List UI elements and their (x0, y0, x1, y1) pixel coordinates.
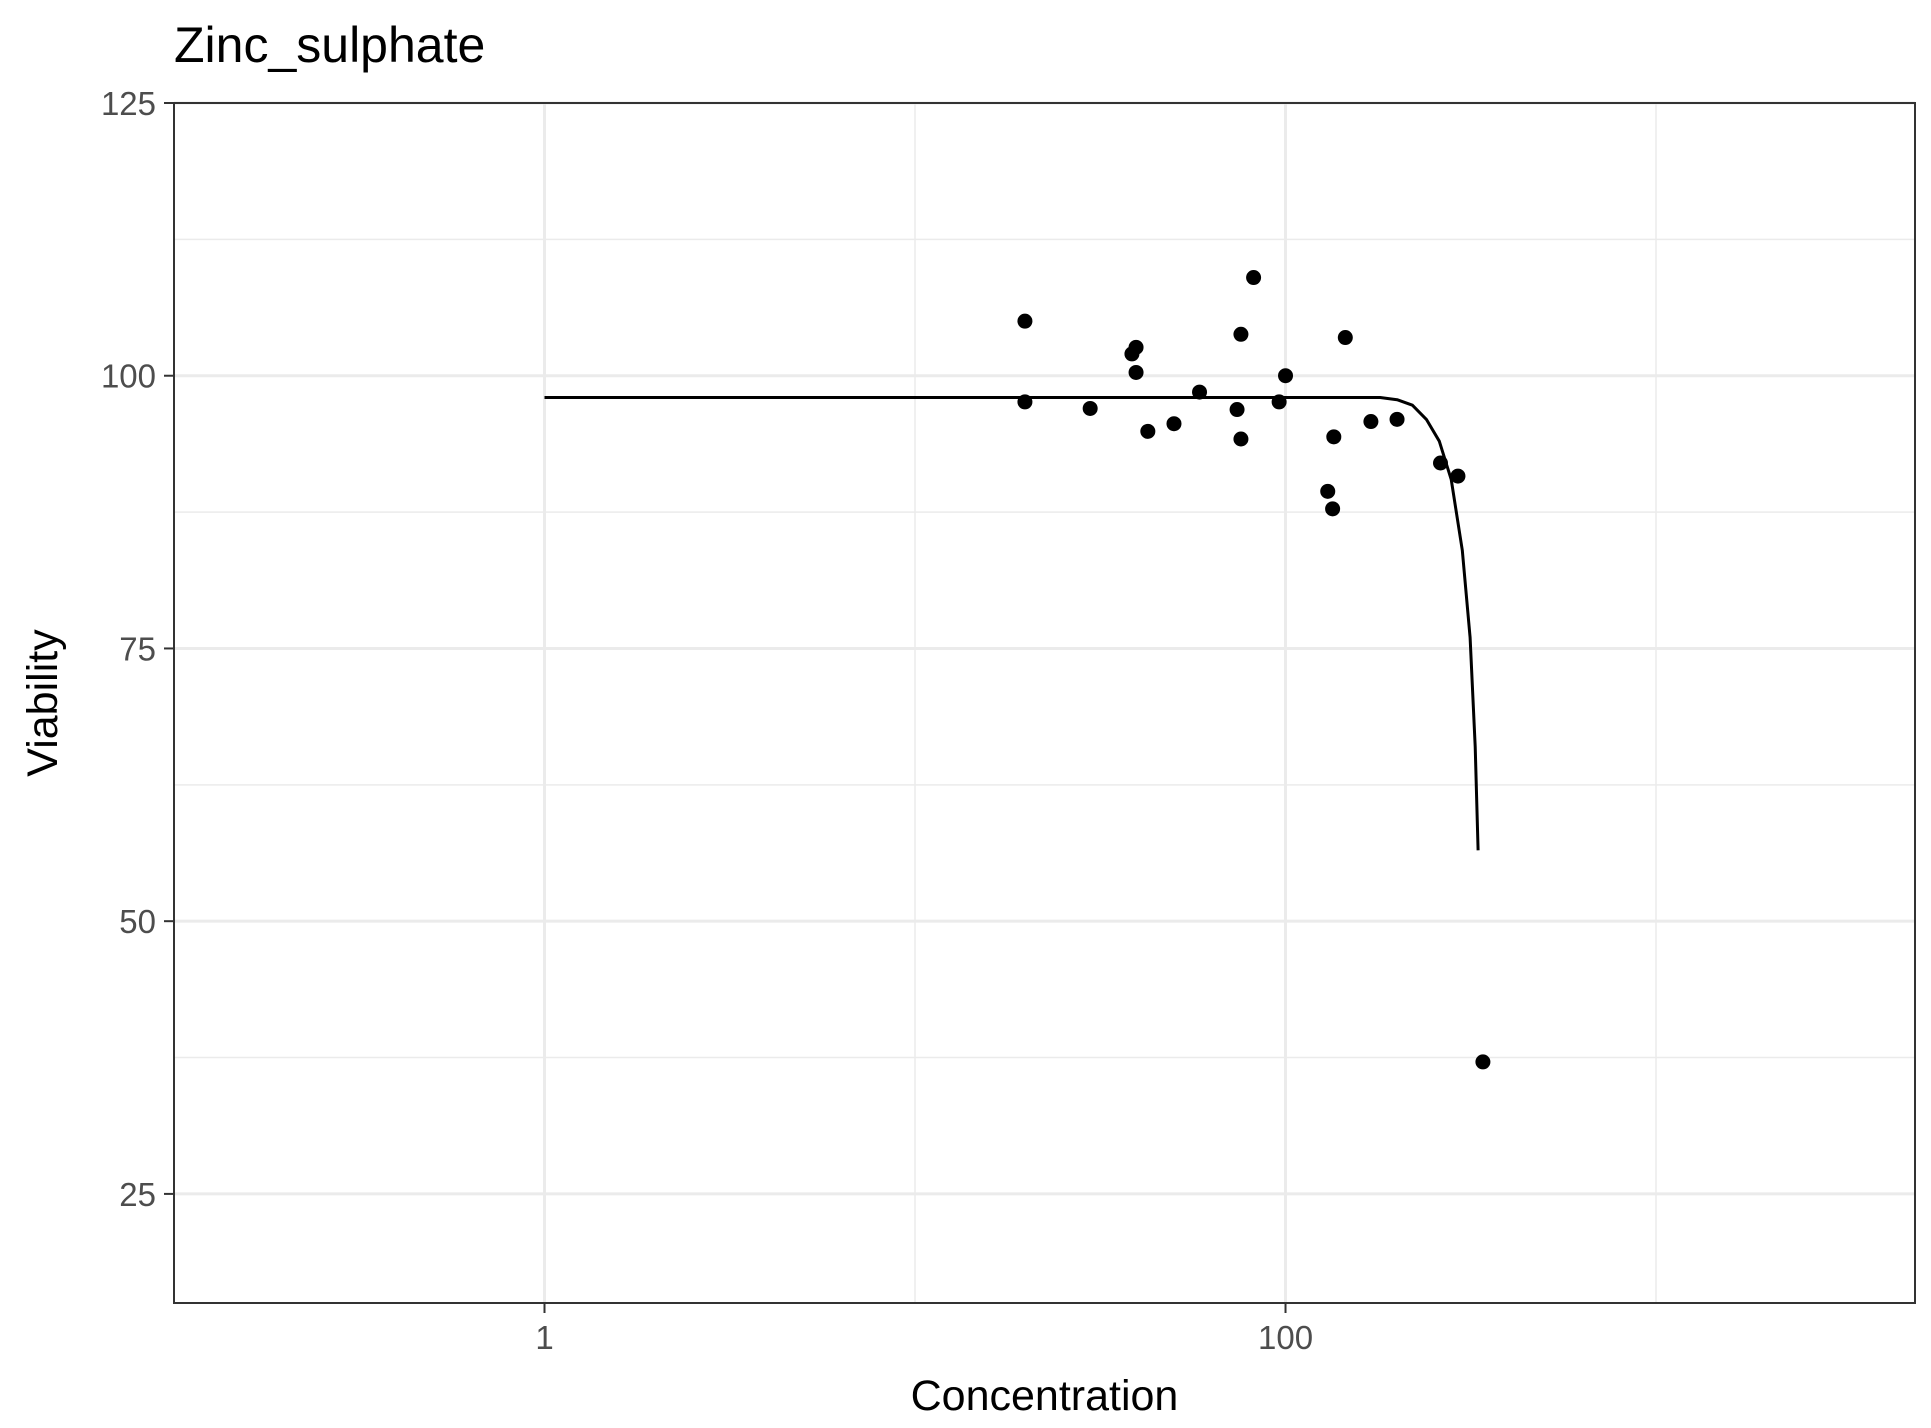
data-point (1229, 402, 1245, 418)
data-point (1433, 455, 1449, 471)
data-point (1326, 429, 1342, 445)
x-tick-label: 100 (1258, 1319, 1313, 1356)
data-point (1017, 394, 1033, 410)
y-tick-label: 100 (101, 358, 156, 395)
y-tick-label: 75 (119, 630, 156, 667)
data-point (1363, 414, 1379, 430)
data-point (1450, 468, 1466, 484)
data-points-layer (1017, 270, 1491, 1070)
x-axis-title: Concentration (911, 1372, 1179, 1420)
data-point (1233, 431, 1249, 447)
data-point (1278, 368, 1294, 384)
data-point (1017, 313, 1033, 329)
panel-border (173, 102, 1916, 1304)
data-point (1140, 423, 1156, 439)
data-point (1166, 416, 1182, 432)
y-tick-label: 125 (101, 85, 156, 122)
data-point (1325, 501, 1341, 517)
tick-labels: 1 100 25 50 75 100 125 (101, 85, 1313, 1356)
data-point (1246, 270, 1262, 286)
data-point (1320, 483, 1336, 499)
data-point (1337, 330, 1353, 346)
data-point (1475, 1054, 1491, 1070)
y-tick-label: 25 (119, 1176, 156, 1213)
data-point (1128, 339, 1144, 355)
plot-panel (174, 103, 1915, 1303)
fitted-curve (544, 396, 1480, 851)
chart-title: Zinc_sulphate (174, 17, 485, 73)
minor-gridlines (173, 103, 1915, 1303)
data-point (1389, 411, 1405, 427)
data-point (1271, 394, 1287, 410)
data-point (1192, 384, 1208, 400)
y-tick-label: 50 (119, 903, 156, 940)
data-point (1082, 400, 1098, 416)
y-axis-title: Viability (19, 629, 67, 777)
data-point (1233, 326, 1249, 342)
axis-ticks (164, 102, 1287, 1313)
fitted-curve-layer (544, 396, 1480, 851)
data-point (1128, 364, 1144, 380)
x-tick-label: 1 (535, 1319, 553, 1356)
